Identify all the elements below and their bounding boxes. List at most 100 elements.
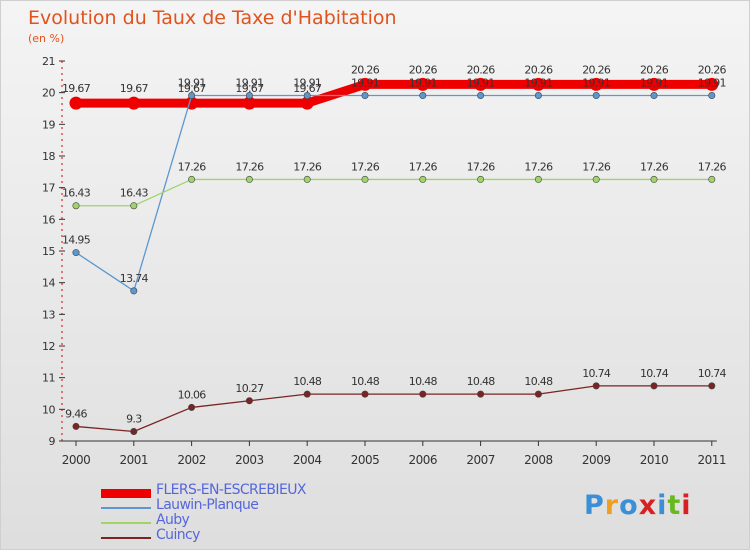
x-tick-label: 2004 (293, 453, 322, 467)
y-tick-label: 10 (42, 403, 55, 416)
data-point (303, 175, 311, 183)
data-label: 10.27 (235, 382, 264, 395)
y-tick-label: 15 (42, 245, 55, 258)
data-point (477, 92, 485, 100)
data-point (130, 287, 138, 295)
y-axis-unit: (en %) (28, 32, 65, 45)
y-tick-label: 16 (42, 213, 55, 226)
data-label: 20.26 (409, 63, 438, 76)
legend-label: Cuincy (156, 527, 200, 543)
legend-label: Lauwin-Planque (156, 497, 259, 513)
data-label: 20.26 (467, 63, 496, 76)
data-label: 10.48 (293, 375, 322, 388)
y-tick-label: 9 (49, 435, 56, 448)
data-label: 19.67 (120, 82, 149, 95)
data-point (188, 403, 196, 411)
y-tick-label: 12 (42, 340, 55, 353)
legend-swatch (101, 488, 151, 498)
data-point (242, 96, 256, 110)
data-label: 19.91 (293, 77, 321, 90)
data-point (647, 77, 661, 91)
data-label: 19.91 (524, 77, 552, 90)
data-point (245, 92, 253, 100)
series-line-flers-en-escrebieux (76, 79, 712, 108)
data-point (358, 77, 372, 91)
data-point (127, 96, 141, 110)
data-label: 17.26 (235, 160, 264, 173)
data-point (708, 92, 716, 100)
y-tick-label: 20 (42, 87, 55, 100)
data-label: 10.74 (698, 367, 727, 380)
legend-label: Auby (156, 512, 190, 528)
x-tick-label: 2002 (177, 453, 206, 467)
data-label: 17.26 (640, 160, 669, 173)
data-point (303, 92, 311, 100)
data-point (592, 382, 600, 390)
series-line-cuincy (75, 385, 712, 433)
data-point (705, 77, 719, 91)
data-point (188, 175, 196, 183)
data-point (589, 77, 603, 91)
data-point (531, 77, 545, 91)
data-point (188, 92, 196, 100)
data-point (72, 422, 80, 430)
data-label: 17.26 (582, 160, 611, 173)
data-point (650, 175, 658, 183)
x-tick-label: 2003 (235, 453, 264, 467)
y-tick-label: 21 (42, 55, 55, 68)
legend-swatch (101, 507, 151, 509)
x-tick-label: 2008 (524, 453, 553, 467)
chart-title: Evolution du Taux de Taxe d'Habitation (28, 7, 397, 29)
data-point (534, 92, 542, 100)
data-label: 19.91 (582, 77, 610, 90)
data-label: 19.91 (698, 77, 726, 90)
data-point (69, 96, 83, 110)
data-point (650, 382, 658, 390)
data-label: 10.74 (582, 367, 611, 380)
data-label: 17.26 (409, 160, 438, 173)
legend-swatch (101, 537, 151, 539)
data-label: 19.91 (409, 77, 437, 90)
data-label: 16.43 (120, 187, 149, 200)
data-label: 14.95 (62, 234, 91, 247)
data-point (534, 175, 542, 183)
data-point (708, 382, 716, 390)
data-point (477, 175, 485, 183)
proxiti-logo: Proxiti (584, 490, 692, 521)
data-label: 9.3 (126, 413, 142, 426)
data-label: 9.46 (65, 407, 87, 420)
data-label: 19.67 (293, 82, 322, 95)
data-point (303, 390, 311, 398)
data-point (477, 390, 485, 398)
data-point (361, 92, 369, 100)
data-label: 20.26 (698, 63, 727, 76)
data-label: 13.74 (120, 272, 149, 285)
y-tick-label: 11 (42, 372, 55, 385)
data-label: 19.91 (235, 77, 263, 90)
data-point (419, 175, 427, 183)
data-label: 17.26 (178, 160, 207, 173)
y-tick-label: 17 (42, 182, 55, 195)
data-point (361, 175, 369, 183)
data-label: 19.91 (640, 77, 668, 90)
data-label: 19.91 (467, 77, 495, 90)
y-tick-label: 14 (42, 277, 55, 290)
x-tick-label: 2005 (351, 453, 380, 467)
data-label: 10.48 (351, 375, 380, 388)
data-label: 17.26 (698, 160, 727, 173)
data-label: 10.06 (178, 388, 207, 401)
series-line-lauwin-planque (75, 94, 712, 292)
data-label: 10.48 (467, 375, 496, 388)
data-label: 10.48 (409, 375, 438, 388)
data-point (592, 175, 600, 183)
data-point (361, 390, 369, 398)
data-point (245, 397, 253, 405)
x-tick-label: 2000 (62, 453, 91, 467)
data-label: 19.91 (351, 77, 379, 90)
data-point (130, 202, 138, 210)
legend-swatch (101, 522, 151, 524)
data-label: 20.26 (351, 63, 380, 76)
data-point (72, 202, 80, 210)
data-point (650, 92, 658, 100)
